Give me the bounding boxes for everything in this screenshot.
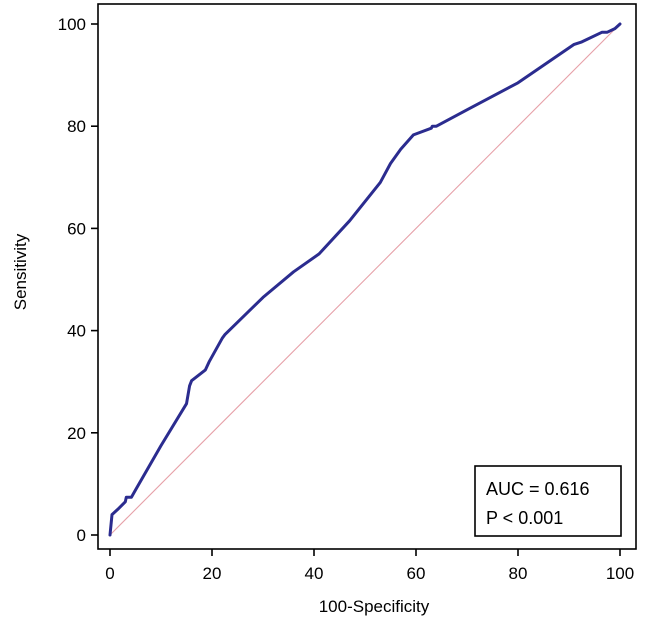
y-axis-title: Sensitivity <box>11 233 30 310</box>
reference-line-layer <box>109 23 621 536</box>
y-tick-label: 0 <box>77 526 86 545</box>
x-tick-label: 60 <box>407 564 426 583</box>
auc-label: AUC = 0.616 <box>486 479 590 499</box>
legend-frame <box>474 465 622 537</box>
y-tick-label: 20 <box>67 424 86 443</box>
p-value-label: P < 0.001 <box>486 508 563 528</box>
x-axis-title: 100-Specificity <box>319 597 430 616</box>
x-tick-label: 80 <box>509 564 528 583</box>
y-tick-label: 40 <box>67 322 86 341</box>
y-tick-label: 80 <box>67 117 86 136</box>
y-tick-label: 60 <box>67 219 86 238</box>
roc-curve-layer <box>108 22 622 537</box>
plot-frame <box>97 3 637 550</box>
x-tick-label: 100 <box>606 564 634 583</box>
x-tick-label: 20 <box>203 564 222 583</box>
x-tick-label: 40 <box>305 564 324 583</box>
ticks-layer: 0 20 40 60 80 100 0 20 40 60 80 100 <box>58 15 635 583</box>
reference-diagonal-line <box>109 23 621 536</box>
x-tick-label: 0 <box>105 564 114 583</box>
legend-box: AUC = 0.616 P < 0.001 <box>474 465 622 537</box>
y-tick-label: 100 <box>58 15 86 34</box>
roc-curve-line <box>108 22 622 537</box>
